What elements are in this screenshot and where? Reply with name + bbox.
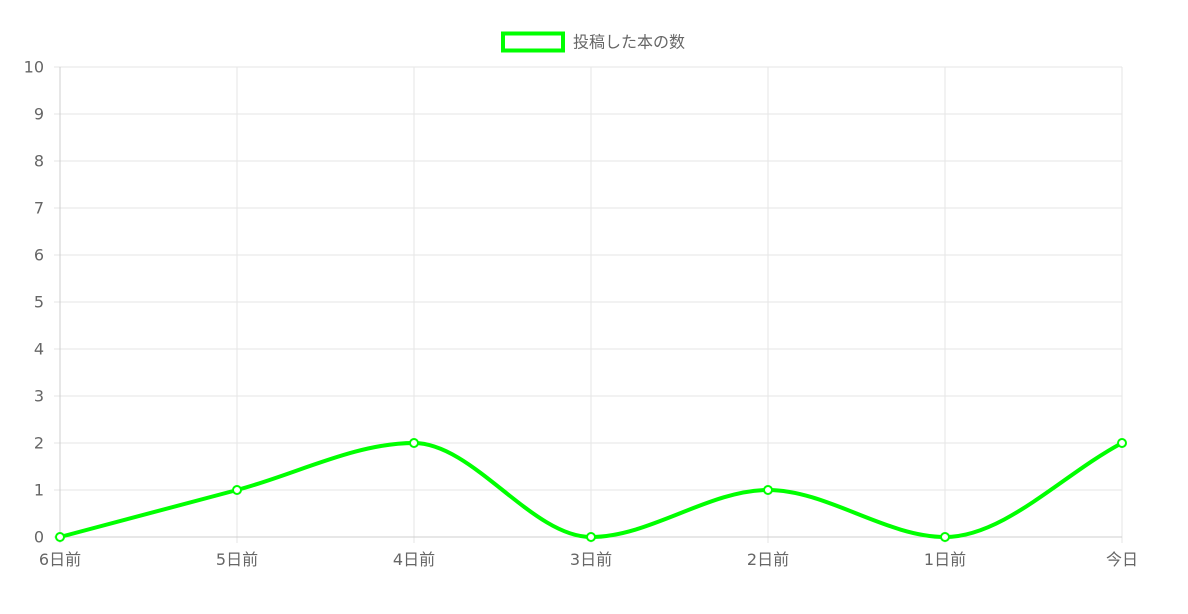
y-axis-tick-labels: 0 1 2 3 4 5 6 7 8 9 10 — [24, 58, 44, 547]
y-tick-label: 9 — [34, 105, 44, 124]
x-tick-label: 5日前 — [216, 550, 258, 569]
x-tick-label: 今日 — [1106, 550, 1138, 569]
y-tick-label: 0 — [34, 528, 44, 547]
y-tick-label: 6 — [34, 246, 44, 265]
data-point[interactable] — [232, 485, 242, 495]
y-tick-label: 3 — [34, 387, 44, 406]
x-tick-label: 6日前 — [39, 550, 81, 569]
y-tick-label: 2 — [34, 434, 44, 453]
legend[interactable]: 投稿した本の数 — [500, 31, 685, 53]
data-point[interactable] — [940, 532, 950, 542]
x-tick-label: 4日前 — [393, 550, 435, 569]
data-point[interactable] — [586, 532, 596, 542]
x-tick-label: 1日前 — [924, 550, 966, 569]
x-axis-tick-labels: 6日前 5日前 4日前 3日前 2日前 1日前 今日 — [39, 550, 1138, 569]
y-tick-label: 1 — [34, 481, 44, 500]
y-tick-label: 7 — [34, 199, 44, 218]
x-tick-label: 3日前 — [570, 550, 612, 569]
legend-label[interactable]: 投稿した本の数 — [573, 33, 685, 52]
y-tick-label: 10 — [24, 58, 44, 77]
data-point[interactable] — [409, 438, 419, 448]
legend-swatch[interactable] — [500, 31, 565, 53]
y-tick-label: 8 — [34, 152, 44, 171]
grid-lines — [54, 66, 1123, 543]
series-points — [55, 438, 1127, 542]
data-point[interactable] — [763, 485, 773, 495]
x-tick-label: 2日前 — [747, 550, 789, 569]
data-point[interactable] — [55, 532, 65, 542]
data-point[interactable] — [1117, 438, 1127, 448]
y-tick-label: 4 — [34, 340, 44, 359]
y-tick-label: 5 — [34, 293, 44, 312]
